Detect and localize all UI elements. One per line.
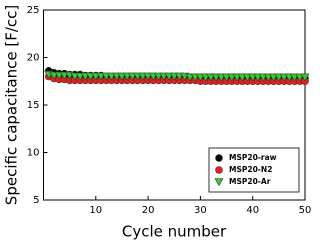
legend-label: MSP20-N2: [229, 165, 272, 174]
legend-label: MSP20-Ar: [229, 177, 271, 186]
legend-box: [208, 147, 300, 193]
x-tick-label: 30: [194, 205, 207, 216]
x-tick-label: 20: [142, 205, 155, 216]
x-axis-label: Cycle number: [122, 223, 227, 241]
y-axis-label: Specific capacitance [F/cc]: [3, 5, 21, 205]
legend-label: MSP20-raw: [229, 153, 277, 162]
x-tick-label: 40: [246, 205, 259, 216]
data-point: [300, 73, 310, 82]
legend-marker: [214, 178, 224, 187]
y-tick-label: 20: [27, 53, 40, 64]
x-tick-label: 10: [89, 205, 102, 216]
legend-marker: [215, 166, 223, 174]
y-tick-label: 25: [27, 5, 40, 16]
y-tick-label: 5: [33, 195, 39, 206]
y-tick-label: 10: [27, 148, 40, 159]
y-tick-label: 15: [27, 100, 40, 111]
legend-marker: [215, 154, 223, 162]
x-tick-label: 50: [299, 205, 312, 216]
